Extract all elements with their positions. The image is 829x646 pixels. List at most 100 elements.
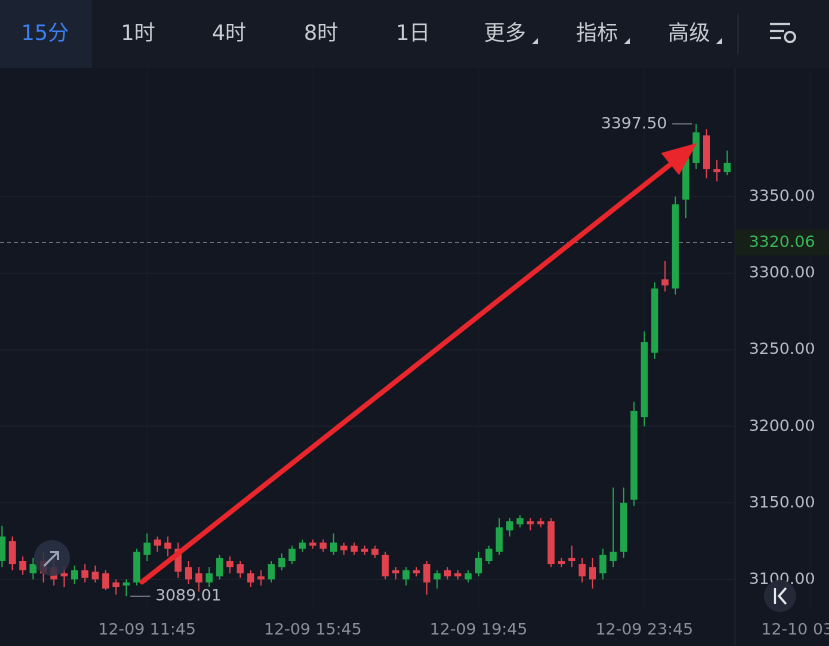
candle-body: [143, 542, 151, 555]
dropdown-marker: [624, 38, 630, 44]
y-tick-label: 3150.00: [749, 492, 815, 511]
candle-body: [91, 571, 99, 580]
x-tick-label: 12-09 23:45: [595, 620, 693, 639]
y-tick-label: 3300.00: [749, 263, 815, 282]
candle-body: [29, 564, 37, 574]
candle-body: [589, 567, 597, 580]
candle-body: [547, 521, 555, 565]
candle-body: [495, 527, 503, 552]
candle-body: [620, 502, 628, 552]
candle-body: [226, 561, 234, 568]
candle-body: [288, 548, 296, 562]
price-label-bg: [735, 229, 829, 256]
candle-body: [164, 542, 172, 549]
candle-body: [205, 573, 213, 583]
x-tick-label: 12-09 19:45: [430, 620, 528, 639]
candle-body: [8, 541, 16, 565]
candle-body: [661, 279, 669, 286]
candle-body: [216, 557, 224, 577]
tab[interactable]: 1时: [121, 21, 155, 45]
tab[interactable]: 4时: [212, 21, 246, 45]
candle-body: [174, 548, 182, 572]
candle-body: [402, 570, 410, 580]
x-tick-label: 12-09 15:45: [264, 620, 362, 639]
candle-body: [485, 548, 493, 562]
y-tick-label: 3200.00: [749, 416, 815, 435]
candle-body: [671, 204, 679, 289]
y-tick-label: 3100.00: [749, 569, 815, 588]
candle-body: [102, 573, 110, 589]
candle-body: [112, 582, 120, 588]
candle-body: [371, 548, 379, 555]
candle-body: [630, 410, 638, 500]
candle-body: [71, 570, 79, 580]
candle-body: [122, 582, 130, 586]
toolbar: 15分 1时 4时 8时 1日 更多 指标 高级: [0, 0, 829, 68]
candle-body: [184, 567, 192, 580]
candle-body: [578, 564, 586, 577]
x-tick-label: 12-09 11:45: [98, 620, 196, 639]
dropdown-marker: [716, 38, 722, 44]
candle-body: [298, 542, 306, 549]
y-tick-label: 3350.00: [749, 186, 815, 205]
tab[interactable]: 15分: [21, 21, 69, 45]
candle-body: [19, 561, 27, 571]
candle-body: [443, 570, 451, 577]
candle-body: [412, 570, 420, 574]
candle-body: [361, 548, 369, 552]
candle-body: [526, 521, 534, 525]
price-label: 3320.06: [749, 232, 815, 251]
scroll-latest-icon: [773, 587, 787, 605]
candle-body: [423, 564, 431, 583]
candle-body: [309, 542, 317, 546]
tab[interactable]: 1日: [396, 21, 430, 45]
candle-body: [0, 536, 6, 562]
candle-body: [723, 162, 731, 173]
toolbar-bg: [0, 0, 829, 68]
candle-body: [340, 545, 348, 551]
candle-body: [247, 573, 255, 583]
candle-body: [236, 564, 244, 574]
candle-body: [702, 135, 710, 170]
tab[interactable]: 高级: [668, 21, 710, 45]
candle-body: [516, 518, 524, 525]
candle-body: [506, 521, 514, 531]
candle-body: [278, 557, 286, 568]
candle-body: [267, 564, 275, 580]
candle-body: [557, 561, 565, 565]
tab[interactable]: 8时: [304, 21, 338, 45]
y-tick-label: 3250.00: [749, 339, 815, 358]
candle-body: [433, 573, 441, 580]
candle-body: [454, 573, 462, 577]
candle-body: [609, 551, 617, 562]
arrow: [139, 143, 697, 585]
candle-body: [692, 132, 700, 163]
candle-body: [651, 288, 659, 353]
candle-body: [568, 557, 576, 562]
candle-body: [257, 576, 265, 580]
candle-body: [153, 539, 161, 546]
candle-body: [682, 158, 690, 200]
candle-body: [392, 570, 400, 574]
arrow-head: [661, 143, 697, 175]
candle-body: [319, 542, 327, 549]
dropdown-marker: [532, 38, 538, 44]
chart: 3100.00 3150.00 3200.00 3250.00 3300.00 3350.…: [0, 68, 829, 646]
x-tick-label: 12-10 03:45: [761, 620, 829, 639]
high-marker-label: 3397.50: [601, 113, 667, 132]
candle-body: [81, 570, 89, 578]
candle-body: [381, 554, 389, 577]
candle-body: [475, 557, 483, 574]
candle-body: [350, 545, 358, 552]
candle-body: [60, 573, 68, 577]
candle-body: [464, 573, 472, 580]
candle-body: [640, 342, 648, 418]
tab[interactable]: 更多: [484, 21, 526, 45]
settings-icon[interactable]: [770, 22, 797, 44]
candle-body: [195, 573, 203, 583]
tab[interactable]: 指标: [576, 21, 618, 45]
candle-body: [537, 521, 545, 525]
